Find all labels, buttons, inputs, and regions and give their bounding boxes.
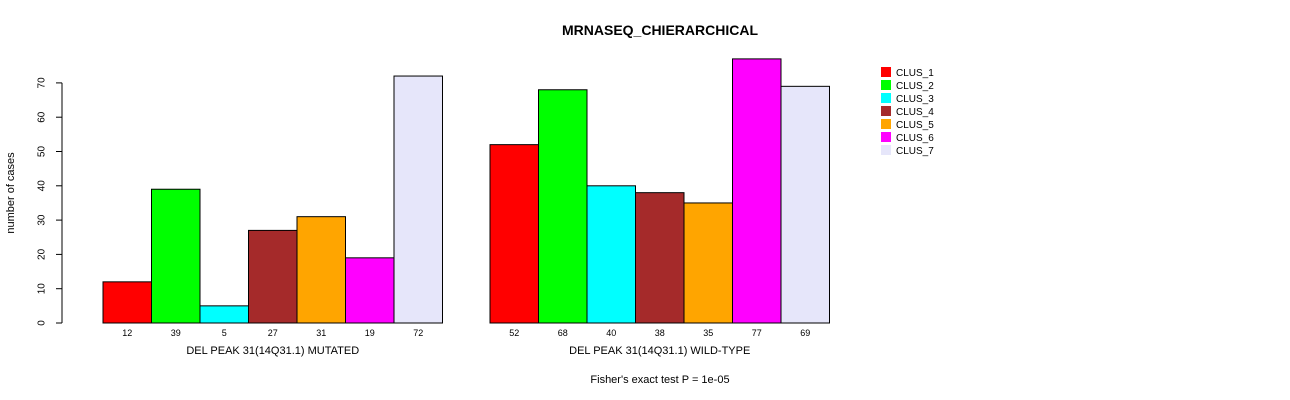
bar-count-label: 19 bbox=[365, 328, 375, 338]
bar bbox=[393, 75, 443, 324]
bar bbox=[345, 257, 395, 324]
y-axis: 0 10 20 30 40 50 60 70 bbox=[37, 77, 63, 326]
legend-swatch bbox=[881, 93, 891, 103]
bar-groups: 12 39 5 27 31 19 72 DEL PEAK 31(14Q31.1) MUTATE… bbox=[102, 58, 830, 357]
group-label: DEL PEAK 31(14Q31.1) MUTATED bbox=[186, 345, 359, 357]
legend-label: CLUS_4 bbox=[896, 107, 934, 118]
bar bbox=[683, 202, 733, 324]
bar-count-label: 38 bbox=[655, 328, 665, 338]
legend-label: CLUS_2 bbox=[896, 81, 934, 92]
legend-swatch bbox=[881, 80, 891, 90]
bar bbox=[635, 192, 685, 324]
y-tick-label: 60 bbox=[37, 111, 48, 123]
bar bbox=[199, 305, 249, 324]
legend: CLUS_1 CLUS_2 CLUS_3 CLUS_4 CLUS_5 CLUS_6 CLUS… bbox=[881, 67, 934, 157]
bar-count-label: 5 bbox=[222, 328, 227, 338]
legend-swatch bbox=[881, 132, 891, 142]
bar bbox=[586, 185, 636, 324]
bar-count-label: 27 bbox=[268, 328, 278, 338]
bar bbox=[538, 89, 588, 324]
bar-count-label: 31 bbox=[316, 328, 326, 338]
bar bbox=[732, 58, 782, 324]
y-tick-label: 10 bbox=[37, 283, 48, 295]
bar bbox=[102, 281, 152, 324]
bar-count-label: 12 bbox=[122, 328, 132, 338]
y-tick-label: 70 bbox=[37, 77, 48, 89]
y-axis-label: number of cases bbox=[5, 152, 17, 234]
y-tick-label: 50 bbox=[37, 146, 48, 158]
bar-count-label: 72 bbox=[413, 328, 423, 338]
legend-swatch bbox=[881, 145, 891, 155]
legend-swatch bbox=[881, 67, 891, 77]
legend-label: CLUS_3 bbox=[896, 94, 934, 105]
y-tick-label: 20 bbox=[37, 248, 48, 260]
bar-count-label: 68 bbox=[558, 328, 568, 338]
fisher-test-footer: Fisher's exact test P = 1e-05 bbox=[590, 374, 729, 386]
bar-count-label: 39 bbox=[171, 328, 181, 338]
bar-group: 12 39 5 27 31 19 72 DEL PEAK 31(14Q31.1) MUTATE… bbox=[102, 75, 443, 357]
legend-swatch bbox=[881, 106, 891, 116]
bar bbox=[248, 229, 298, 324]
bar bbox=[780, 85, 830, 324]
bar-count-label: 77 bbox=[752, 328, 762, 338]
bar-count-label: 69 bbox=[800, 328, 810, 338]
bar bbox=[489, 144, 539, 324]
bar bbox=[151, 188, 201, 324]
bar-count-label: 40 bbox=[606, 328, 616, 338]
legend-label: CLUS_5 bbox=[896, 120, 934, 131]
group-label: DEL PEAK 31(14Q31.1) WILD-TYPE bbox=[569, 345, 750, 357]
legend-label: CLUS_1 bbox=[896, 68, 934, 79]
y-tick-label: 30 bbox=[37, 214, 48, 226]
y-tick-label: 40 bbox=[37, 180, 48, 192]
legend-label: CLUS_7 bbox=[896, 146, 934, 157]
bar-group: 52 68 40 38 35 77 69 DEL PEAK 31(14Q31.1) WILD-… bbox=[489, 58, 830, 357]
bar bbox=[296, 216, 346, 324]
legend-swatch bbox=[881, 119, 891, 129]
chart-title: MRNASEQ_CHIERARCHICAL bbox=[562, 22, 758, 38]
bar-count-label: 35 bbox=[703, 328, 713, 338]
y-tick-label: 0 bbox=[37, 320, 48, 326]
bar-count-label: 52 bbox=[509, 328, 519, 338]
legend-label: CLUS_6 bbox=[896, 133, 934, 144]
